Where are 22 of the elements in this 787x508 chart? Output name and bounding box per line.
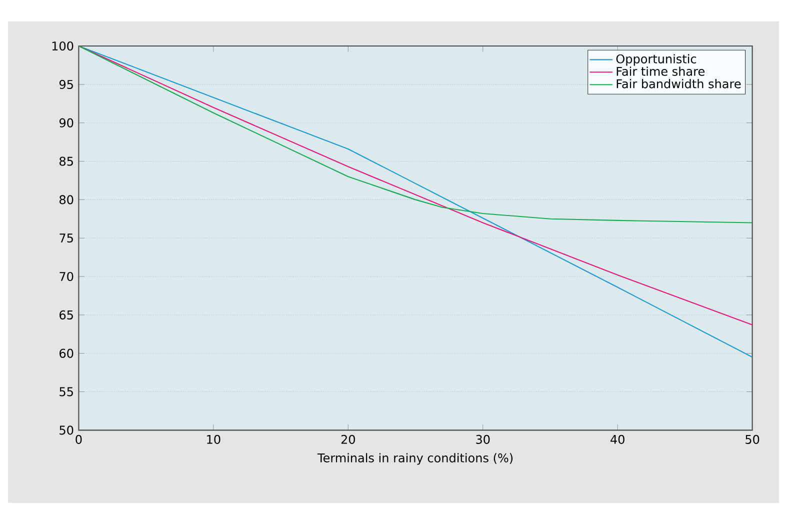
line-series — [78, 46, 752, 224]
y-tick-label: 75 — [60, 234, 73, 242]
y-tick-label: 100 — [52, 41, 74, 50]
y-tick-label: 95 — [59, 80, 73, 89]
y-tick-label: 85 — [60, 156, 73, 166]
x-tick-label: 30 — [476, 434, 490, 444]
x-tick-label: 50 — [746, 434, 760, 444]
legend-label: Fair bandwidth share — [616, 78, 741, 88]
y-tick-label: 65 — [60, 310, 73, 320]
x-tick-label: 20 — [341, 434, 355, 444]
x-tick-label: 10 — [207, 434, 220, 444]
x-tick-label: 40 — [610, 434, 624, 444]
y-tick-label: 80 — [60, 195, 74, 204]
x-tick-label: 0 — [76, 434, 82, 444]
legend-label: Opportunistic — [616, 54, 696, 66]
x-axis-title: Terminals in rainy conditions (%) — [317, 453, 513, 465]
y-tick-label: 50 — [60, 426, 74, 435]
legend-label: Fair time share — [616, 66, 705, 76]
y-tick-label: 70 — [60, 272, 74, 281]
y-tick-label: 90 — [59, 118, 74, 128]
y-tick-label: 60 — [60, 348, 74, 358]
y-tick-label: 55 — [60, 387, 73, 396]
